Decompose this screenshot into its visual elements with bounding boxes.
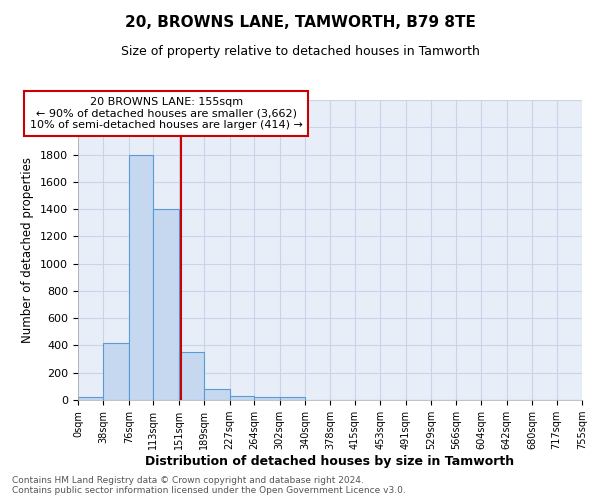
Bar: [254, 398, 280, 400]
Bar: [154, 209, 179, 400]
Bar: [230, 396, 254, 400]
Bar: [179, 352, 204, 400]
Bar: [280, 398, 305, 400]
Bar: [78, 398, 103, 400]
Text: 20 BROWNS LANE: 155sqm
← 90% of detached houses are smaller (3,662)
10% of semi-: 20 BROWNS LANE: 155sqm ← 90% of detached…: [30, 97, 303, 130]
Bar: [103, 342, 129, 400]
Bar: [204, 389, 230, 400]
X-axis label: Distribution of detached houses by size in Tamworth: Distribution of detached houses by size …: [145, 455, 515, 468]
Y-axis label: Number of detached properties: Number of detached properties: [22, 157, 34, 343]
Text: 20, BROWNS LANE, TAMWORTH, B79 8TE: 20, BROWNS LANE, TAMWORTH, B79 8TE: [125, 15, 475, 30]
Text: Size of property relative to detached houses in Tamworth: Size of property relative to detached ho…: [121, 45, 479, 58]
Bar: [129, 154, 154, 400]
Text: Contains HM Land Registry data © Crown copyright and database right 2024.
Contai: Contains HM Land Registry data © Crown c…: [12, 476, 406, 495]
